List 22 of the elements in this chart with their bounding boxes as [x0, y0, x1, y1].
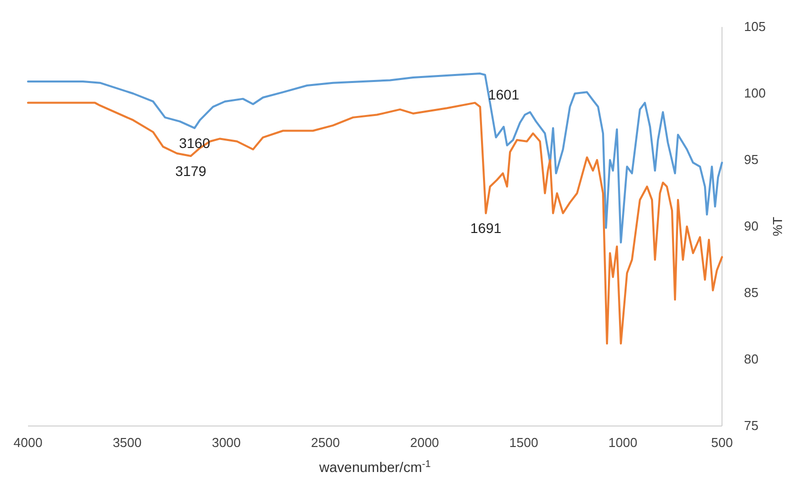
x-tick-label: 3500 [112, 435, 142, 450]
y-tick-label: 105 [744, 19, 766, 34]
line-series [27, 72, 723, 244]
y-tick-label: 95 [744, 152, 758, 168]
y-tick-label: 90 [744, 218, 758, 234]
x-tick-label: 2500 [310, 435, 340, 450]
x-tick-label: 2000 [410, 435, 440, 450]
annotation: 1691 [470, 220, 502, 236]
x-tick-label: 1000 [608, 435, 638, 450]
annotation: 1601 [488, 86, 520, 103]
y-tick-label: 80 [744, 352, 758, 367]
annotation: 3179 [175, 162, 207, 179]
y-tick-label: 85 [744, 285, 758, 300]
x-axis-title: wavenumber/cm$^{-1}$ [318, 458, 431, 475]
y-tick-label: 75 [744, 418, 758, 434]
x-tick-label: 4000 [14, 435, 42, 450]
y-axis-title: %T [770, 216, 785, 236]
y-tick-label: 100 [744, 86, 766, 101]
x-tick-label: 500 [711, 435, 733, 450]
x-tick-label: 1500 [509, 435, 538, 450]
line-series [27, 102, 723, 345]
x-tick-label: 3000 [212, 435, 241, 450]
